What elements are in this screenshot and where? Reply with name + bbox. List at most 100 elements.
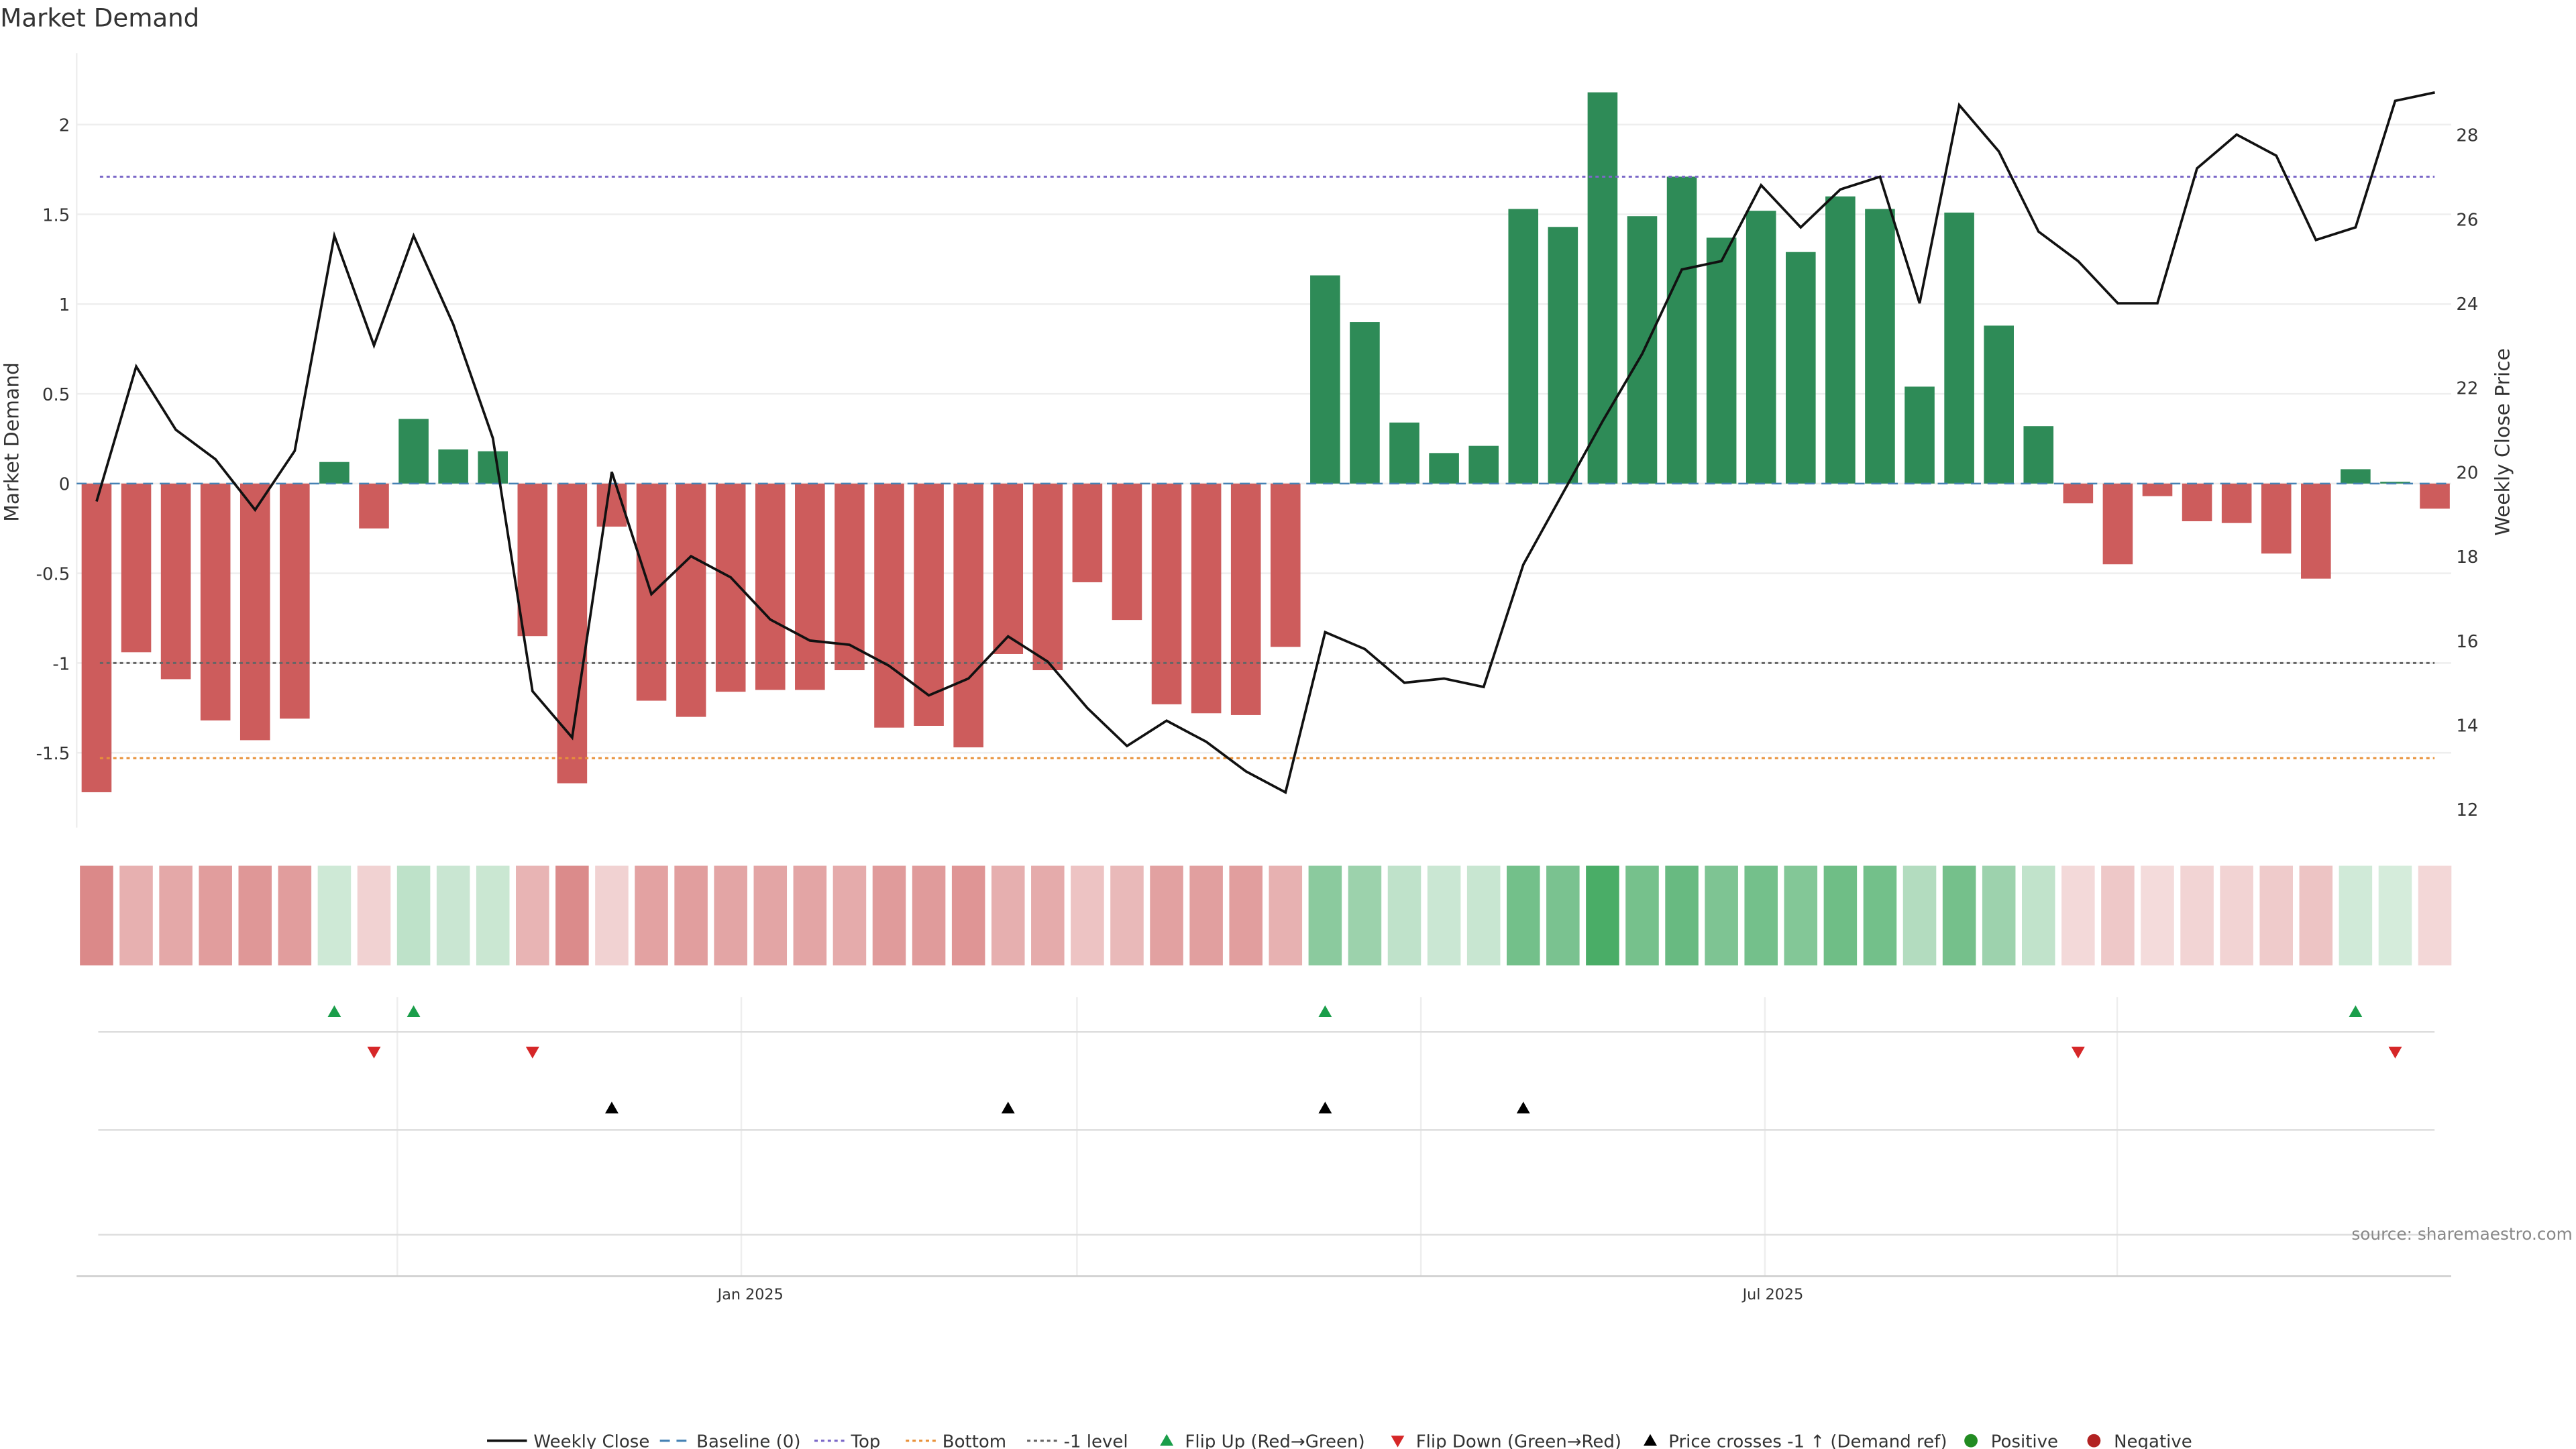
demand-heat-cell: [1308, 865, 1342, 966]
demand-heat-cell: [1625, 865, 1659, 966]
demand-heat-cell: [1823, 865, 1858, 966]
demand-heat-cell: [1269, 865, 1303, 966]
demand-bar: [1310, 275, 1340, 484]
demand-bar: [280, 483, 310, 719]
legend-triangle-icon: [1644, 1434, 1657, 1446]
demand-bar: [1191, 483, 1222, 714]
demand-bar: [478, 451, 508, 484]
y-tick-label: -1.5: [36, 744, 70, 764]
demand-bar: [953, 483, 983, 748]
demand-heat-cell: [2259, 865, 2294, 966]
y2-tick-label: 22: [2456, 379, 2478, 399]
chart-title: Market Demand: [0, 4, 199, 33]
demand-bar: [121, 483, 152, 653]
demand-bar: [1468, 445, 1499, 484]
y-axis-label: Market Demand: [1, 362, 24, 522]
demand-bar: [1270, 483, 1301, 647]
demand-heat-cell: [1229, 865, 1263, 966]
legend-triangle-icon: [1160, 1434, 1174, 1446]
demand-heat-cell: [2418, 865, 2452, 966]
price-cross-marker: [1516, 1102, 1530, 1114]
demand-heat-cell: [1784, 865, 1818, 966]
flip-up-marker: [1318, 1005, 1332, 1017]
y2-tick-label: 28: [2456, 126, 2478, 146]
demand-heat-cell: [2378, 865, 2412, 966]
legend-dot-icon: [1964, 1434, 1978, 1448]
demand-bar: [1984, 325, 2014, 484]
demand-heat-cell: [1427, 865, 1461, 966]
demand-bar: [319, 462, 350, 484]
demand-heat-cell: [119, 865, 153, 966]
demand-heat-cell: [1942, 865, 1976, 966]
x-tick-label: Jul 2025: [1741, 1286, 1804, 1303]
demand-heat-cell: [1031, 865, 1065, 966]
demand-heat-cell: [1586, 865, 1619, 966]
demand-heat-cell: [2101, 865, 2135, 966]
demand-heat-cell: [436, 865, 470, 966]
y-tick-label: -1: [52, 654, 70, 674]
demand-heat-cell: [635, 865, 668, 966]
legend-label: Top: [851, 1432, 881, 1449]
demand-bar: [2261, 483, 2292, 554]
y2-tick-label: 16: [2456, 632, 2478, 652]
demand-heat-cell: [1110, 865, 1144, 966]
demand-bar: [160, 483, 191, 680]
demand-bar: [1587, 92, 1618, 484]
demand-bar: [1825, 196, 1856, 484]
demand-heat-cell: [714, 865, 747, 966]
demand-bar: [1072, 483, 1103, 582]
demand-bar: [2301, 483, 2331, 579]
demand-bar: [1032, 483, 1063, 671]
demand-bar: [517, 483, 548, 637]
y2-tick-label: 14: [2456, 716, 2478, 737]
demand-heat-cell: [1466, 865, 1501, 966]
demand-bar: [993, 483, 1024, 654]
demand-heat-cell: [951, 865, 985, 966]
flip-down-marker: [2071, 1046, 2085, 1059]
legend-label: Flip Up (Red→Green): [1185, 1432, 1364, 1449]
demand-heat-cell: [1387, 865, 1421, 966]
demand-heat-cell: [1665, 865, 1699, 966]
demand-heat-cell: [476, 865, 510, 966]
weekly-close-line: [95, 91, 2435, 794]
y-tick-label: 1: [59, 295, 70, 315]
demand-bar: [438, 449, 468, 484]
demand-heat-cell: [238, 865, 272, 966]
y2-tick-label: 12: [2456, 800, 2478, 820]
demand-heat-cell: [357, 865, 391, 966]
demand-heat-cell: [872, 865, 906, 966]
legend-label: Price crosses -1 ↑ (Demand ref): [1668, 1432, 1947, 1449]
demand-bar: [1350, 322, 1380, 484]
flip-down-marker: [525, 1046, 539, 1059]
demand-bar: [1508, 209, 1539, 484]
y2-axis-label: Weekly Close Price: [2491, 348, 2515, 536]
demand-bar: [1389, 422, 1419, 484]
demand-heat-cell: [1863, 865, 1897, 966]
demand-bar: [2341, 469, 2371, 484]
demand-heat-cell: [159, 865, 193, 966]
legend-label: Negative: [2114, 1432, 2192, 1449]
demand-heat-cell: [317, 865, 352, 966]
demand-bar: [1627, 216, 1658, 484]
demand-heat-cell: [793, 865, 827, 966]
demand-heat-cell: [1071, 865, 1104, 966]
legend-label: Bottom: [943, 1432, 1006, 1449]
demand-heat-cell: [2339, 865, 2373, 966]
demand-bar: [2063, 483, 2094, 504]
y2-tick-label: 20: [2456, 463, 2478, 483]
demand-bar: [755, 483, 786, 690]
demand-bar: [1548, 227, 1578, 484]
demand-bar: [1865, 209, 1895, 484]
demand-bar: [2380, 482, 2410, 484]
demand-heat-cell: [2299, 865, 2333, 966]
demand-bar: [676, 483, 706, 717]
demand-bar: [359, 483, 389, 529]
demand-bar: [1786, 252, 1816, 484]
demand-bar: [795, 483, 825, 690]
flip-down-marker: [367, 1046, 381, 1059]
demand-bar: [2023, 426, 2054, 484]
demand-heat-cell: [1744, 865, 1778, 966]
demand-heat-cell: [1348, 865, 1382, 966]
demand-heat-cell: [1189, 865, 1223, 966]
